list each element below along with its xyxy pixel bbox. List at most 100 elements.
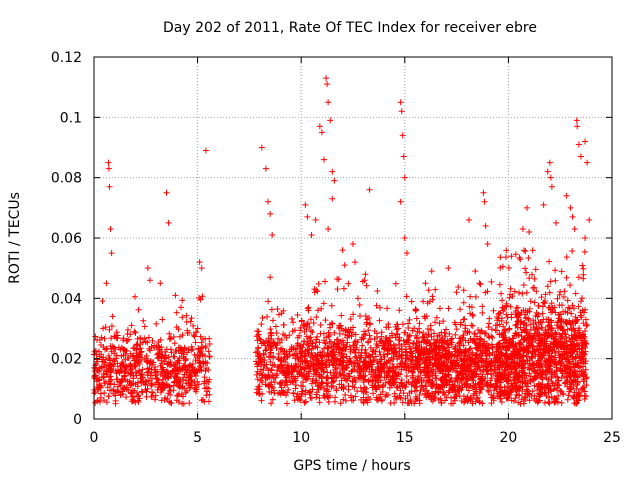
data-point — [180, 351, 187, 358]
data-point — [135, 398, 142, 405]
data-point — [266, 373, 273, 380]
data-point — [466, 356, 473, 363]
data-point — [321, 394, 328, 401]
data-point — [290, 389, 297, 396]
data-point — [582, 316, 589, 323]
data-point — [324, 350, 331, 357]
data-point — [340, 285, 347, 292]
data-point — [428, 381, 435, 388]
data-point — [268, 366, 275, 373]
data-point — [413, 335, 420, 342]
data-point — [332, 394, 339, 401]
data-point — [307, 394, 314, 401]
data-point — [108, 323, 115, 330]
data-point — [423, 355, 430, 362]
data-point — [427, 340, 434, 347]
data-point — [143, 378, 150, 385]
data-point — [123, 364, 130, 371]
data-point — [117, 382, 124, 389]
data-point — [307, 327, 314, 334]
data-point — [266, 354, 273, 361]
data-point — [203, 392, 210, 399]
data-point — [301, 374, 308, 381]
data-point — [106, 326, 113, 333]
data-point — [358, 346, 365, 353]
data-point — [422, 383, 429, 390]
data-point — [385, 357, 392, 364]
data-point — [338, 312, 345, 319]
y-tick-label: 0.06 — [51, 231, 82, 247]
data-point — [184, 367, 191, 374]
data-point — [274, 306, 281, 313]
data-point — [117, 363, 124, 370]
data-point — [189, 363, 196, 370]
data-point — [457, 338, 464, 345]
data-point — [430, 394, 437, 401]
data-point — [364, 316, 371, 323]
data-point — [477, 336, 484, 343]
data-point — [366, 368, 373, 375]
data-point — [344, 377, 351, 384]
data-point — [431, 330, 438, 337]
data-point — [415, 356, 422, 363]
data-point — [144, 385, 151, 392]
data-point — [392, 280, 399, 287]
data-point — [469, 322, 476, 329]
data-point — [166, 336, 173, 343]
data-point — [101, 359, 108, 366]
data-point — [473, 335, 480, 342]
data-point — [107, 356, 114, 363]
data-point — [397, 387, 404, 394]
data-point — [406, 356, 413, 363]
data-point — [399, 399, 406, 406]
data-point — [340, 350, 347, 357]
data-point — [279, 368, 286, 375]
data-point — [381, 374, 388, 381]
data-point — [137, 378, 144, 385]
data-point — [113, 376, 120, 383]
data-point — [149, 337, 156, 344]
data-point — [376, 372, 383, 379]
data-point — [420, 298, 427, 305]
data-point — [405, 320, 412, 327]
data-point — [405, 367, 412, 374]
data-point — [477, 386, 484, 393]
data-point — [395, 341, 402, 348]
data-point — [297, 397, 304, 404]
data-point — [174, 392, 181, 399]
data-point — [282, 371, 289, 378]
data-point — [391, 376, 398, 383]
data-point — [260, 350, 267, 357]
data-point — [522, 314, 529, 321]
data-point — [468, 369, 475, 376]
data-point — [93, 356, 100, 363]
data-point — [462, 322, 469, 329]
data-point — [112, 397, 119, 404]
data-point — [181, 371, 188, 378]
data-point — [346, 373, 353, 380]
data-point — [113, 355, 120, 362]
data-point — [380, 365, 387, 372]
data-point — [336, 340, 343, 347]
data-point — [367, 360, 374, 367]
data-point — [332, 364, 339, 371]
data-point — [142, 338, 149, 345]
data-point — [325, 351, 332, 358]
data-point — [186, 399, 193, 406]
data-point — [167, 399, 174, 406]
data-point — [130, 345, 137, 352]
x-tick-label: 15 — [396, 430, 414, 446]
data-point — [128, 380, 135, 387]
data-point — [491, 387, 498, 394]
data-point — [391, 393, 398, 400]
data-point — [441, 397, 448, 404]
data-point — [416, 360, 423, 367]
data-point — [201, 378, 208, 385]
data-point — [425, 325, 432, 332]
data-point — [141, 323, 148, 330]
data-point — [269, 396, 276, 403]
data-point — [314, 307, 321, 314]
data-point — [94, 398, 101, 405]
data-point — [309, 378, 316, 385]
data-point — [374, 363, 381, 370]
